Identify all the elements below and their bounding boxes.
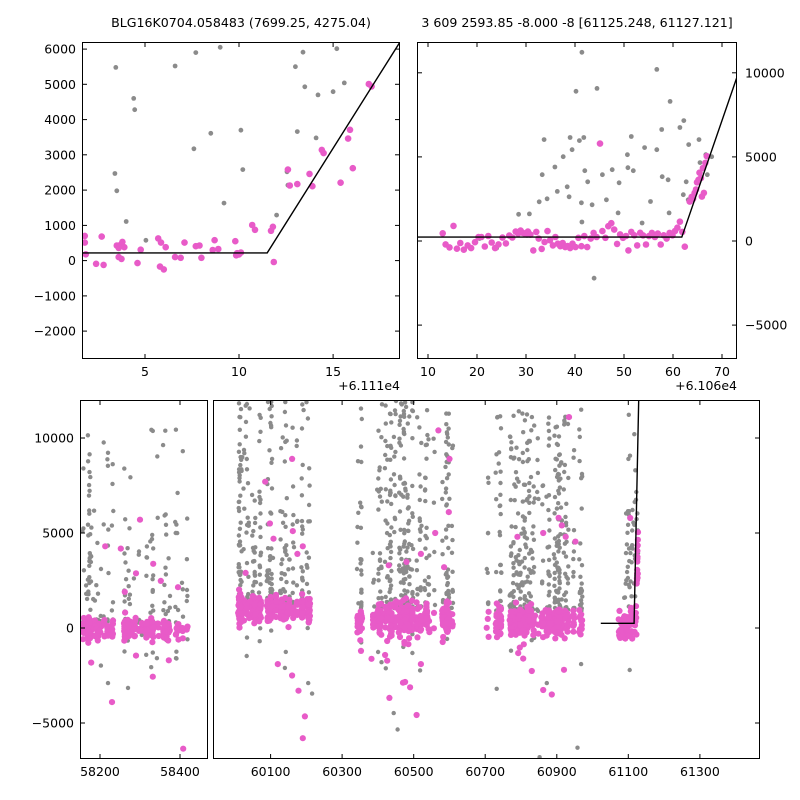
x-axis-offset-label: +6.111e4 bbox=[338, 378, 400, 393]
x-tick-label: 58200 bbox=[80, 764, 120, 779]
top-left-survey-points bbox=[112, 44, 347, 243]
x-tick-label: 61100 bbox=[608, 764, 648, 779]
bottom-left-ticks bbox=[80, 400, 181, 759]
bottom-right-ticks bbox=[270, 400, 760, 759]
top-left-followup-points bbox=[82, 80, 375, 273]
y-tick-label: −2000 bbox=[34, 324, 76, 339]
bottom-left-survey-points bbox=[80, 427, 191, 691]
top-left-model-line bbox=[82, 42, 400, 254]
x-tick-label: 70 bbox=[714, 364, 730, 379]
y-tick-label: −5000 bbox=[32, 716, 74, 731]
top-left-tick-labels: 5 10 15+6.111e4 −2000 −1000 0 1000 2000 3000 4000… bbox=[34, 42, 400, 393]
x-tick-label: 20 bbox=[469, 364, 485, 379]
top-right-ticks bbox=[417, 42, 737, 359]
y-tick-label: 0 bbox=[66, 621, 74, 636]
x-tick-label: 60 bbox=[665, 364, 681, 379]
y-tick-label: 3000 bbox=[44, 147, 76, 162]
y-tick-label: −5000 bbox=[745, 318, 787, 333]
y-tick-label: 0 bbox=[745, 233, 753, 248]
x-tick-label: 40 bbox=[567, 364, 583, 379]
x-tick-label: 10 bbox=[231, 364, 247, 379]
x-tick-label: 15 bbox=[325, 364, 341, 379]
x-tick-label: 50 bbox=[616, 364, 632, 379]
y-tick-label: 10000 bbox=[745, 65, 785, 80]
panel-top-left: 5 10 15+6.111e4 −2000 −1000 0 1000 2000 3000 4000… bbox=[34, 42, 400, 393]
x-tick-label: 60700 bbox=[465, 764, 505, 779]
panel-top-right: 10 20 30 40 50 60 70+6.106e4 −5000 0 5000 10000 bbox=[417, 42, 787, 393]
top-right-followup-points bbox=[439, 140, 711, 254]
y-tick-label: 5000 bbox=[745, 149, 777, 164]
top-left-frame bbox=[82, 42, 400, 359]
x-axis-offset-label: +6.106e4 bbox=[675, 378, 737, 393]
y-tick-label: 1000 bbox=[44, 218, 76, 233]
top-left-ticks bbox=[82, 42, 400, 359]
y-tick-label: 5000 bbox=[42, 526, 74, 541]
x-tick-label: 5 bbox=[141, 364, 149, 379]
bottom-left-tick-labels: 58200 58400 −5000 0 5000 10000 bbox=[32, 431, 200, 779]
y-tick-label: 5000 bbox=[44, 77, 76, 92]
x-tick-label: 60500 bbox=[394, 764, 434, 779]
top-right-tick-labels: 10 20 30 40 50 60 70+6.106e4 −5000 0 5000 10000 bbox=[420, 65, 787, 393]
top-right-survey-points bbox=[477, 49, 715, 281]
top-right-frame bbox=[417, 42, 737, 359]
bottom-left-frame bbox=[80, 400, 208, 759]
bottom-right-frame bbox=[213, 400, 760, 759]
y-tick-label: −1000 bbox=[34, 288, 76, 303]
bottom-right-followup-points bbox=[235, 414, 642, 742]
x-tick-label: 60900 bbox=[537, 764, 577, 779]
y-tick-label: 0 bbox=[68, 253, 76, 268]
top-right-model-line bbox=[417, 76, 737, 238]
panel-bottom-right: 60100 60300 60500 60700 60900 61100 61300 bbox=[213, 400, 760, 779]
x-tick-label: 10 bbox=[420, 364, 436, 379]
x-tick-label: 30 bbox=[518, 364, 534, 379]
y-tick-label: 2000 bbox=[44, 183, 76, 198]
plot-title-left: BLG16K0704.058483 (7699.25, 4275.04) bbox=[111, 15, 371, 30]
bottom-right-model-line bbox=[600, 400, 640, 624]
panel-bottom-left: 58200 58400 −5000 0 5000 10000 bbox=[32, 400, 208, 779]
y-tick-label: 6000 bbox=[44, 42, 76, 57]
bottom-right-survey-points bbox=[236, 400, 641, 759]
y-tick-label: 4000 bbox=[44, 112, 76, 127]
x-tick-label: 60100 bbox=[251, 764, 291, 779]
bottom-right-tick-labels: 60100 60300 60500 60700 60900 61100 61300 bbox=[251, 764, 720, 779]
y-tick-label: 10000 bbox=[34, 431, 74, 446]
x-tick-label: 60300 bbox=[322, 764, 362, 779]
x-tick-label: 58400 bbox=[160, 764, 200, 779]
bottom-left-followup-points bbox=[80, 516, 191, 752]
x-tick-label: 61300 bbox=[680, 764, 720, 779]
plot-title-right: 3 609 2593.85 -8.000 -8 [61125.248, 6112… bbox=[421, 15, 733, 30]
